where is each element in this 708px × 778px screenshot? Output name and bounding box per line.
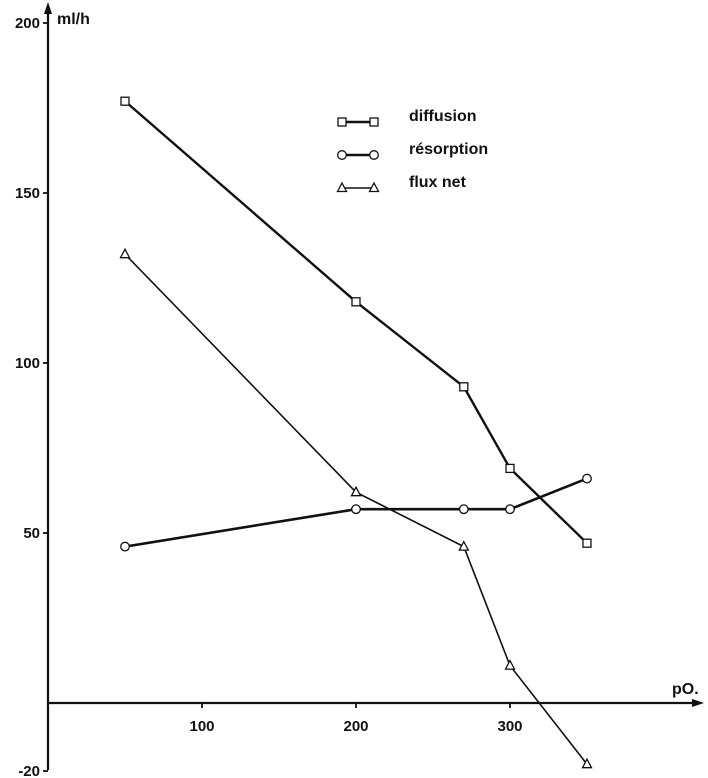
x-tick-label: 200 [343, 718, 368, 735]
data-point-resorption [120, 541, 130, 552]
data-point-flux-net [119, 247, 131, 259]
series-line-diffusion [124, 100, 588, 545]
legend-label: diffusion [409, 108, 477, 125]
y-tick-label: 200 [15, 15, 40, 32]
data-point-resorption [351, 504, 361, 515]
x-axis-arrow [692, 699, 704, 707]
legend-item-resorption: résorption [337, 141, 488, 160]
series-group [119, 96, 593, 769]
series-flux-net [119, 247, 593, 769]
legend-marker [337, 117, 347, 127]
legend-marker [368, 181, 380, 193]
data-point-diffusion [582, 538, 592, 548]
series-resorption [120, 473, 592, 552]
data-point-flux-net [350, 485, 362, 497]
y-tick-label: 150 [15, 185, 40, 202]
data-point-resorption [458, 504, 469, 515]
legend-marker [336, 181, 348, 193]
ticks: -20 50 100 150 200 100 200 300 [15, 15, 523, 778]
y-tick-label: 100 [15, 355, 40, 372]
legend-label: flux net [409, 174, 467, 191]
data-point-diffusion [120, 96, 130, 106]
legend-marker [337, 150, 347, 160]
data-point-diffusion [351, 297, 361, 307]
y-tick-label: -20 [18, 763, 40, 778]
legend: diffusion résorption flux net [336, 108, 488, 193]
legend-marker [369, 117, 379, 127]
legend-label: résorption [409, 141, 488, 158]
axes: ml/h pO. [44, 2, 704, 770]
data-point-diffusion [505, 463, 515, 474]
data-point-flux-net [504, 659, 516, 670]
data-point-diffusion [459, 382, 469, 392]
x-tick-label: 100 [189, 718, 214, 735]
data-point-resorption [505, 504, 515, 515]
legend-item-flux-net: flux net [336, 174, 467, 193]
series-diffusion [120, 96, 592, 548]
data-point-resorption [582, 473, 592, 484]
y-tick-label: 50 [23, 525, 40, 542]
x-axis-title: pO. [672, 681, 699, 698]
y-axis-title: ml/h [57, 11, 90, 28]
data-point-flux-net [458, 540, 470, 551]
data-point-flux-net [581, 757, 593, 769]
x-tick-label: 300 [497, 718, 522, 735]
legend-item-diffusion: diffusion [337, 108, 477, 127]
y-axis-arrow [44, 2, 52, 14]
legend-marker [369, 150, 379, 160]
